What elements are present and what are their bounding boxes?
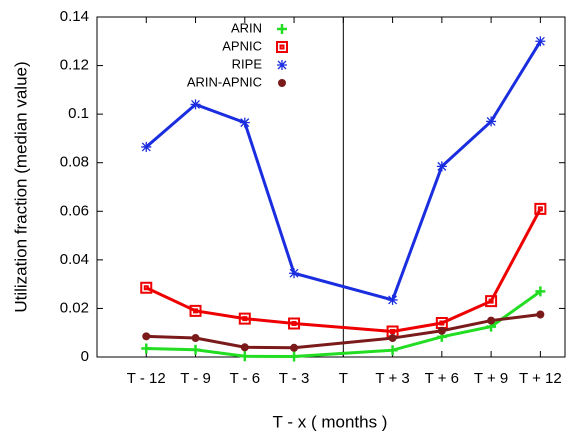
x-axis-label: T - x ( months ): [273, 412, 388, 431]
y-tick-label: 0: [81, 348, 89, 365]
data-point: [534, 202, 547, 215]
data-point: [437, 326, 446, 335]
series-line: [145, 40, 542, 302]
data-point: [436, 161, 447, 172]
x-tick-label: T + 3: [375, 370, 409, 387]
data-point: [289, 351, 300, 362]
data-point: [191, 334, 200, 343]
legend-marker: [278, 79, 286, 87]
legend-label: ARIN: [231, 20, 262, 35]
data-point: [141, 141, 152, 152]
x-tick-label: T - 12: [127, 370, 166, 387]
x-tick-label: T - 9: [180, 370, 211, 387]
data-point: [190, 99, 201, 110]
data-point: [535, 286, 546, 297]
legend-label: ARIN-APNIC: [187, 74, 262, 89]
data-point: [239, 117, 250, 128]
data-point: [140, 281, 153, 294]
y-axis-label: Utilization fraction (median value): [11, 61, 30, 312]
x-tick-label: T - 3: [279, 370, 310, 387]
legend-marker: [276, 41, 288, 53]
data-point: [240, 343, 249, 352]
legend-marker: [277, 24, 287, 34]
data-point: [388, 334, 397, 343]
data-point: [288, 317, 301, 330]
legend-label: APNIC: [222, 38, 262, 53]
legend-marker: [277, 60, 287, 70]
data-point: [487, 316, 496, 325]
data-point: [142, 332, 151, 341]
series-line: [146, 313, 541, 350]
data-point: [290, 343, 299, 352]
y-tick-label: 0.08: [60, 154, 89, 171]
plot-frame: [96, 16, 566, 358]
data-point: [485, 295, 498, 308]
y-tick-label: 0.1: [68, 105, 89, 122]
series-line: [146, 290, 542, 359]
data-point: [387, 294, 398, 305]
legend-label: RIPE: [232, 56, 263, 71]
data-point: [536, 310, 545, 319]
y-tick-label: 0.12: [60, 57, 89, 74]
data-point: [239, 351, 250, 362]
x-tick-label: T: [339, 370, 348, 387]
x-tick-label: T + 9: [474, 370, 508, 387]
data-point: [289, 268, 300, 279]
data-point: [535, 36, 546, 47]
data-point: [190, 344, 201, 355]
y-tick-label: 0.14: [60, 8, 89, 25]
data-point: [238, 312, 251, 325]
data-point: [387, 345, 398, 356]
data-point: [189, 304, 202, 317]
data-point: [141, 343, 152, 354]
series-line: [145, 208, 542, 334]
x-tick-label: T + 12: [519, 370, 562, 387]
x-tick-label: T - 6: [230, 370, 261, 387]
x-tick-label: T + 6: [425, 370, 459, 387]
y-tick-label: 0.02: [60, 299, 89, 316]
data-point: [486, 116, 497, 127]
y-tick-label: 0.06: [60, 202, 89, 219]
y-tick-label: 0.04: [60, 251, 89, 268]
data-point: [435, 317, 448, 329]
